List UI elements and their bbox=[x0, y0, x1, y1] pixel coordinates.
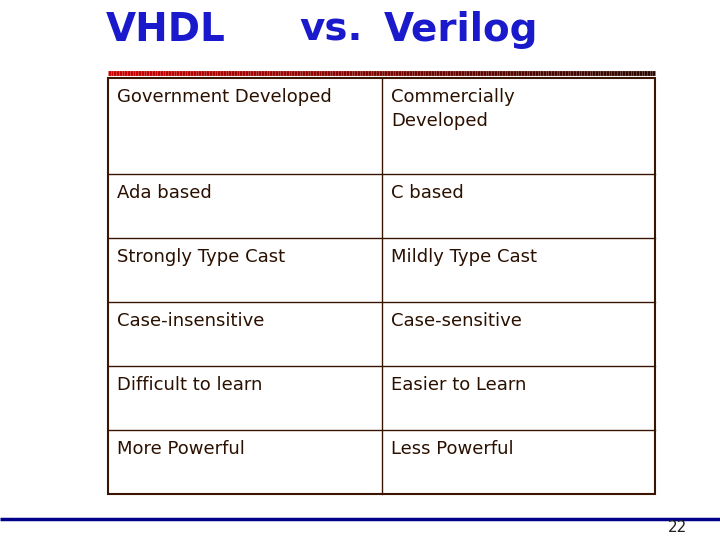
Text: Less Powerful: Less Powerful bbox=[391, 440, 513, 458]
Text: Verilog: Verilog bbox=[384, 11, 538, 49]
Text: Commercially
Developed: Commercially Developed bbox=[391, 88, 515, 130]
Text: VHDL: VHDL bbox=[106, 11, 225, 49]
Text: vs.: vs. bbox=[300, 11, 363, 49]
Text: Case-sensitive: Case-sensitive bbox=[391, 312, 522, 330]
Text: Strongly Type Cast: Strongly Type Cast bbox=[117, 248, 286, 266]
Text: Difficult to learn: Difficult to learn bbox=[117, 376, 263, 394]
Text: Easier to Learn: Easier to Learn bbox=[391, 376, 526, 394]
Text: Government Developed: Government Developed bbox=[117, 88, 332, 106]
Text: More Powerful: More Powerful bbox=[117, 440, 246, 458]
Text: Mildly Type Cast: Mildly Type Cast bbox=[391, 248, 537, 266]
Text: Ada based: Ada based bbox=[117, 184, 212, 202]
Text: Case-insensitive: Case-insensitive bbox=[117, 312, 265, 330]
Text: 22: 22 bbox=[668, 519, 688, 535]
Text: C based: C based bbox=[391, 184, 464, 202]
